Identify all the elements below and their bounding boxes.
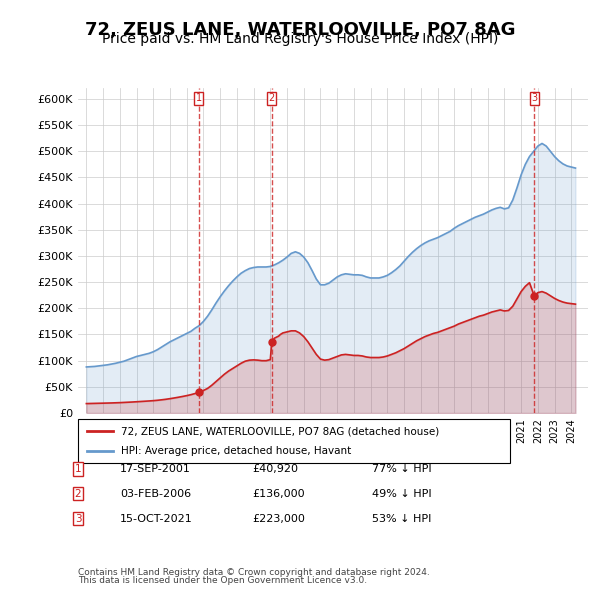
Text: Price paid vs. HM Land Registry's House Price Index (HPI): Price paid vs. HM Land Registry's House …: [102, 32, 498, 47]
Text: 03-FEB-2006: 03-FEB-2006: [120, 489, 191, 499]
Text: 2: 2: [74, 489, 82, 499]
Text: 3: 3: [74, 514, 82, 523]
Text: 3: 3: [531, 93, 538, 103]
Text: 72, ZEUS LANE, WATERLOOVILLE, PO7 8AG: 72, ZEUS LANE, WATERLOOVILLE, PO7 8AG: [85, 21, 515, 39]
Text: 15-OCT-2021: 15-OCT-2021: [120, 514, 193, 523]
Text: £223,000: £223,000: [252, 514, 305, 523]
Text: 1: 1: [196, 93, 202, 103]
Text: This data is licensed under the Open Government Licence v3.0.: This data is licensed under the Open Gov…: [78, 576, 367, 585]
Text: 2: 2: [269, 93, 275, 103]
Text: 77% ↓ HPI: 77% ↓ HPI: [372, 464, 431, 474]
Text: 17-SEP-2001: 17-SEP-2001: [120, 464, 191, 474]
Text: 1: 1: [74, 464, 82, 474]
Text: £40,920: £40,920: [252, 464, 298, 474]
Text: HPI: Average price, detached house, Havant: HPI: Average price, detached house, Hava…: [121, 446, 352, 455]
Text: 49% ↓ HPI: 49% ↓ HPI: [372, 489, 431, 499]
Text: £136,000: £136,000: [252, 489, 305, 499]
Text: Contains HM Land Registry data © Crown copyright and database right 2024.: Contains HM Land Registry data © Crown c…: [78, 568, 430, 577]
FancyBboxPatch shape: [78, 419, 510, 463]
Text: 72, ZEUS LANE, WATERLOOVILLE, PO7 8AG (detached house): 72, ZEUS LANE, WATERLOOVILLE, PO7 8AG (d…: [121, 427, 439, 436]
Text: 53% ↓ HPI: 53% ↓ HPI: [372, 514, 431, 523]
